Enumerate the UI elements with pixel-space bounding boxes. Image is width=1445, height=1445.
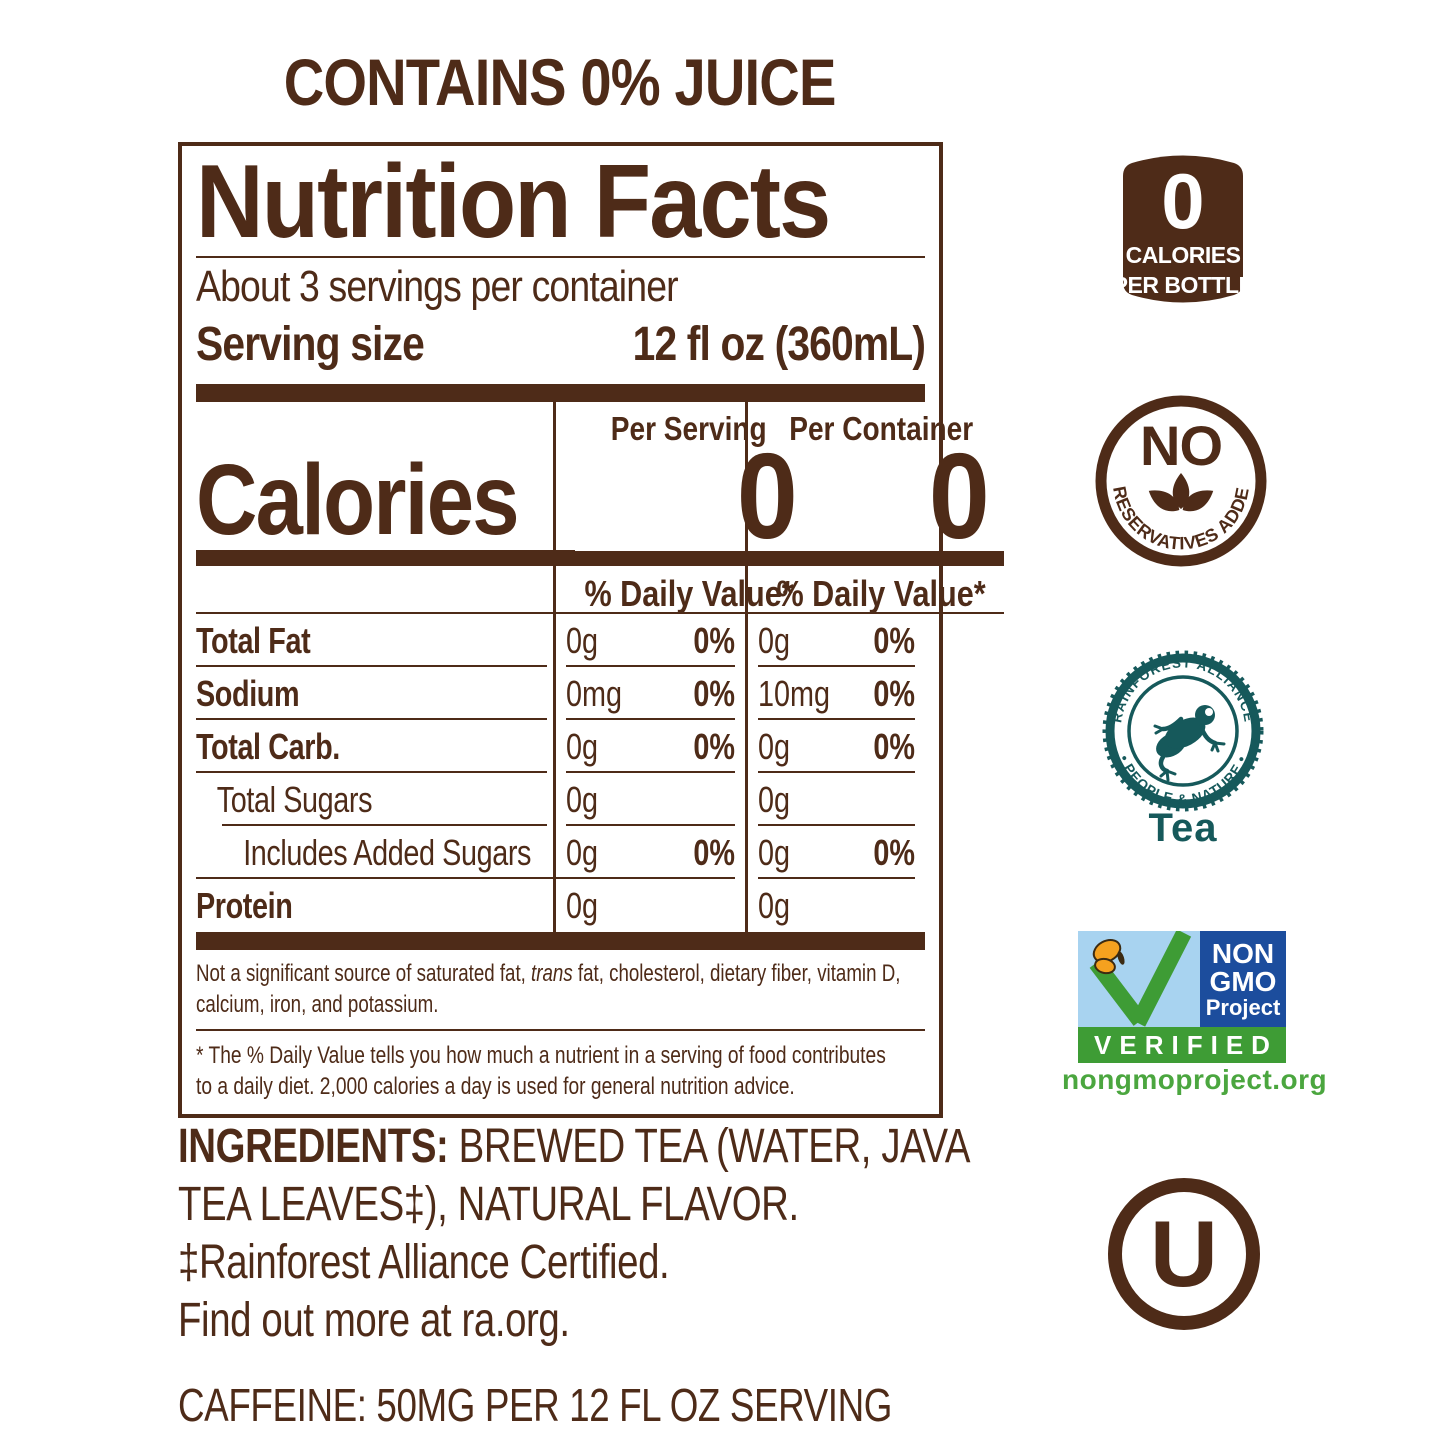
non-gmo-verified-text: VERIFIED [1094, 1030, 1278, 1060]
serving-size-row: Serving size 12 fl oz (360mL) [196, 311, 926, 384]
kosher-ou-icon: U [1108, 1178, 1260, 1330]
row-total-sugars-label: Total Sugars [196, 773, 553, 827]
zero-calories-value: 0 [1161, 157, 1204, 245]
row-added-sugars-label: Includes Added Sugars [196, 826, 615, 880]
separator-bar-top [196, 384, 925, 403]
per-container-underline-bar [758, 550, 1005, 567]
row-total-carb-serving: 0g 0% [553, 720, 745, 774]
rainforest-certified-note: ‡Rainforest Alliance Certified. [178, 1236, 670, 1289]
no-preservatives-title: NO [1140, 414, 1222, 477]
row-total-carb-container: 0g 0% [745, 720, 925, 774]
row-protein-serving: 0g [553, 879, 745, 933]
calories-per-serving-value: 0 [737, 428, 799, 565]
non-gmo-line1: NON [1212, 938, 1274, 969]
rainforest-alliance-seal-icon: RAINFOREST ALLIANCE • PEOPLE & NATURE • [1102, 650, 1264, 812]
zero-calories-shield-icon: 0 CALORIES PER BOTTLE [1113, 155, 1254, 303]
ingredients-section: INGREDIENTS: BREWED TEA (WATER, JAVA TEA… [178, 1118, 978, 1434]
row-total-fat-container: 0g 0% [745, 614, 925, 668]
calories-underline-bar [196, 550, 575, 567]
nutrition-table: Calories Per Serving 0 % Daily Value* Pe… [196, 402, 1005, 933]
zero-calories-line2: PER BOTTLE [1117, 272, 1249, 298]
per-serving-underline-bar [566, 550, 813, 567]
row-added-sugars-serving: 0g 0% [553, 826, 745, 880]
non-gmo-line2: GMO [1210, 966, 1277, 997]
panel-title: Nutrition Facts [196, 150, 925, 258]
serving-size-value: 12 fl oz (360mL) [632, 318, 926, 372]
calories-cell: Calories [196, 402, 575, 615]
juice-claim-text: CONTAINS 0% JUICE [284, 45, 837, 119]
row-total-sugars-container: 0g [745, 773, 925, 827]
frog-icon [1153, 705, 1226, 782]
nutrition-facts-panel: Nutrition Facts About 3 servings per con… [178, 142, 1005, 1119]
separator-bar-bottom [196, 932, 925, 951]
calories-label: Calories [196, 444, 520, 557]
zero-calories-badge: 0 CALORIES PER BOTTLE [1113, 148, 1254, 315]
calories-per-container-value: 0 [929, 428, 991, 565]
per-serving-header-cell: Per Serving 0 % Daily Value* [553, 402, 813, 615]
row-protein-label: Protein [196, 885, 293, 927]
per-container-header-cell: Per Container 0 % Daily Value* [745, 402, 1005, 615]
zero-calories-line1: CALORIES [1126, 242, 1241, 268]
non-gmo-line3: Project [1206, 995, 1281, 1020]
ingredients-line1: BREWED TEA (WATER, JAVA [448, 1120, 971, 1173]
row-total-sugars-serving: 0g [553, 773, 745, 827]
per-serving-header: Per Serving [611, 410, 768, 448]
leaves-icon [1148, 473, 1214, 512]
row-total-carb-label: Total Carb. [196, 720, 553, 774]
row-sodium-container: 10mg 0% [745, 667, 925, 721]
row-sodium-serving: 0mg 0% [553, 667, 745, 721]
servings-per-container: About 3 servings per container [196, 262, 679, 311]
footnote-not-significant: Not a significant source of saturated fa… [196, 950, 925, 1032]
per-serving-dv-header: % Daily Value* [584, 573, 794, 615]
kosher-letter: U [1150, 1201, 1218, 1306]
rainforest-alliance-badge: RAINFOREST ALLIANCE • PEOPLE & NATURE • [1101, 649, 1265, 818]
row-sodium-label: Sodium [196, 667, 553, 721]
non-gmo-verified-icon: NON GMO Project VERIFIED [1078, 929, 1286, 1063]
per-container-header: Per Container [789, 410, 974, 448]
row-protein-container: 0g [745, 879, 925, 933]
caffeine-statement: CAFFEINE: 50MG PER 12 FL OZ SERVING [178, 1379, 893, 1431]
serving-size-label: Serving size [196, 318, 425, 372]
footnote-daily-value: * The % Daily Value tells you how much a… [196, 1042, 886, 1101]
kosher-badge: U [1102, 1172, 1266, 1341]
non-gmo-badge: NON GMO Project VERIFIED [1078, 929, 1286, 1068]
ingredients-line2: TEA LEAVES‡), NATURAL FLAVOR. [178, 1178, 799, 1231]
juice-claim: CONTAINS 0% JUICE [150, 44, 970, 120]
per-container-dv-header: % Daily Value* [776, 573, 986, 615]
no-preservatives-seal-icon: NO PRESERVATIVES ADDED [1088, 379, 1267, 567]
row-total-fat-serving: 0g 0% [553, 614, 745, 668]
non-gmo-url: nongmoproject.org [1062, 1064, 1328, 1095]
row-total-fat-label: Total Fat [196, 614, 553, 668]
row-added-sugars-container: 0g 0% [745, 826, 925, 880]
butterfly-icon [1092, 938, 1125, 975]
ingredients-label: INGREDIENTS: [178, 1120, 449, 1173]
no-preservatives-badge: NO PRESERVATIVES ADDED [1088, 379, 1267, 572]
rainforest-caption: Tea [1148, 806, 1218, 850]
ra-org-note: Find out more at ra.org. [178, 1294, 570, 1347]
